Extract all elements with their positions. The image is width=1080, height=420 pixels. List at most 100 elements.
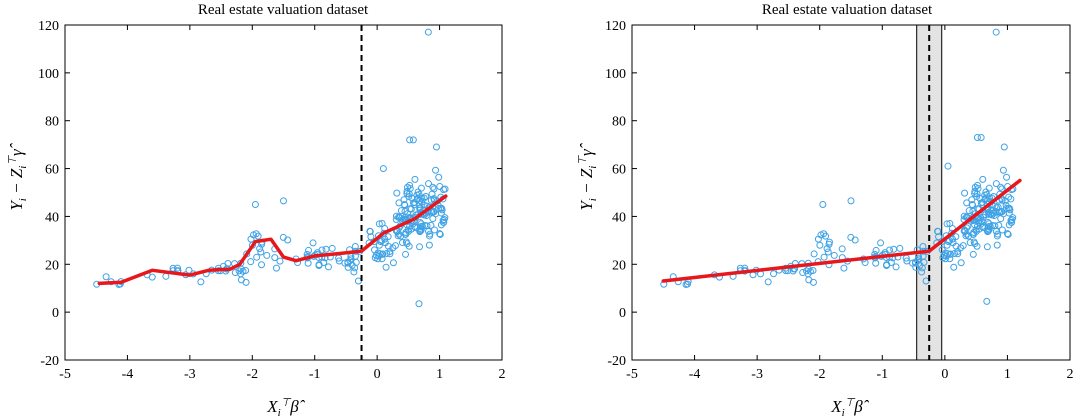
scatter-point [391,242,399,250]
scatter-point [197,278,205,286]
scatter-point [383,250,391,258]
scatter-point [382,263,390,271]
x-axis-label: Xi⊤β̂ [830,397,870,419]
scatter-point [847,197,855,205]
scatter-point [819,200,827,208]
scatter-point [435,173,443,181]
scatter-point [946,250,954,258]
scatter-point [957,259,965,267]
scatter-point [417,227,425,235]
y-tick-label: 120 [38,19,59,34]
x-tick-label: -3 [184,367,196,382]
scatter-point [918,268,926,276]
scatter-point [997,183,1005,191]
scatter-point [102,273,110,281]
scatter-point [379,165,387,173]
svg-text:Xi⊤β̂: Xi⊤β̂ [830,397,870,419]
scatter-point [397,232,405,240]
scatter-point [263,251,271,259]
scatter-point [966,239,974,247]
scatter-point [432,143,440,151]
scatter-point [280,197,287,205]
scatter-point [408,194,416,202]
x-tick-label: -5 [626,367,638,382]
chart-title: Real estate valuation dataset [198,2,369,18]
scatter-point [883,261,891,269]
scatter-point [258,261,266,269]
scatter-point [430,185,438,193]
scatter-point [425,180,433,188]
panel-right: Real estate valuation dataset Yi − Zi⊤γ̂… [577,2,1074,419]
scatter-point [257,248,265,256]
scatter-point [251,200,259,208]
scatter-point [969,230,977,238]
scatter-point [379,250,387,258]
scatter-point [404,183,412,191]
y-tick-label: 40 [612,210,626,225]
scatter-point [402,250,410,258]
y-tick-label: 100 [605,67,626,82]
y-axis-label: Yi − Zi⊤γ̂ [577,142,599,210]
scatter-point [983,243,991,251]
scatter-point [872,246,880,254]
scatter-point [959,242,967,250]
scatter-point [1003,173,1011,181]
scatter-point [1003,230,1011,238]
scatter-point [392,215,400,223]
scatter-point [943,220,951,228]
scatter-point [415,300,423,308]
svg-text:Xi⊤β̂: Xi⊤β̂ [266,397,306,419]
scatter-point [973,133,981,141]
x-tick-label: -1 [876,367,888,382]
scatter-point [983,297,991,305]
scatter-point [890,245,898,253]
scatter-point [1000,143,1008,151]
scatter-point [810,250,818,258]
scatter-point [971,221,979,229]
scatter-point [372,251,380,259]
scatter-point [431,226,439,234]
panel-left: Real estate valuation dataset Yi − Zi⊤γ̂… [7,2,506,419]
scatter-point [909,259,917,267]
scatter-point [396,214,404,222]
scatter-point [239,267,247,275]
scatter-point [401,201,409,209]
x-tick-label: 0 [941,367,948,382]
scatter-point [409,136,417,144]
scatter-point [998,185,1006,193]
scatter-point [820,253,828,261]
fit-line [97,194,448,286]
scatter-points [93,28,449,308]
x-tick-label: -2 [814,367,826,382]
scatter-point [429,215,437,223]
scatter-point [417,220,425,228]
scatter-point [997,215,1005,223]
scatter-point [350,268,358,276]
scatter-point [1005,193,1013,201]
scatter-point [375,220,383,228]
scatter-point [406,181,414,189]
svg-text:Yi − Zi⊤γ̂: Yi − Zi⊤γ̂ [7,142,29,210]
scatter-point [830,251,838,259]
scatter-point [341,259,349,267]
scatter-point [838,245,846,253]
scatter-point [981,191,989,199]
scatter-point [824,248,832,256]
scatter-point [965,207,973,215]
scatter-point [799,269,807,277]
scatter-point [954,250,962,258]
scatter-point [991,222,999,230]
scatter-point [973,181,981,189]
scatter-point [413,191,421,199]
scatter-point [425,241,433,249]
scatter-point [411,224,419,232]
scatter-point [424,28,432,36]
scatter-point [407,205,415,213]
scatter-point [1008,215,1016,223]
scatter-point [386,250,394,258]
scatter-point [318,246,326,254]
scatter-point [429,183,437,191]
scatter-point [430,208,438,216]
scatter-point [985,227,993,235]
